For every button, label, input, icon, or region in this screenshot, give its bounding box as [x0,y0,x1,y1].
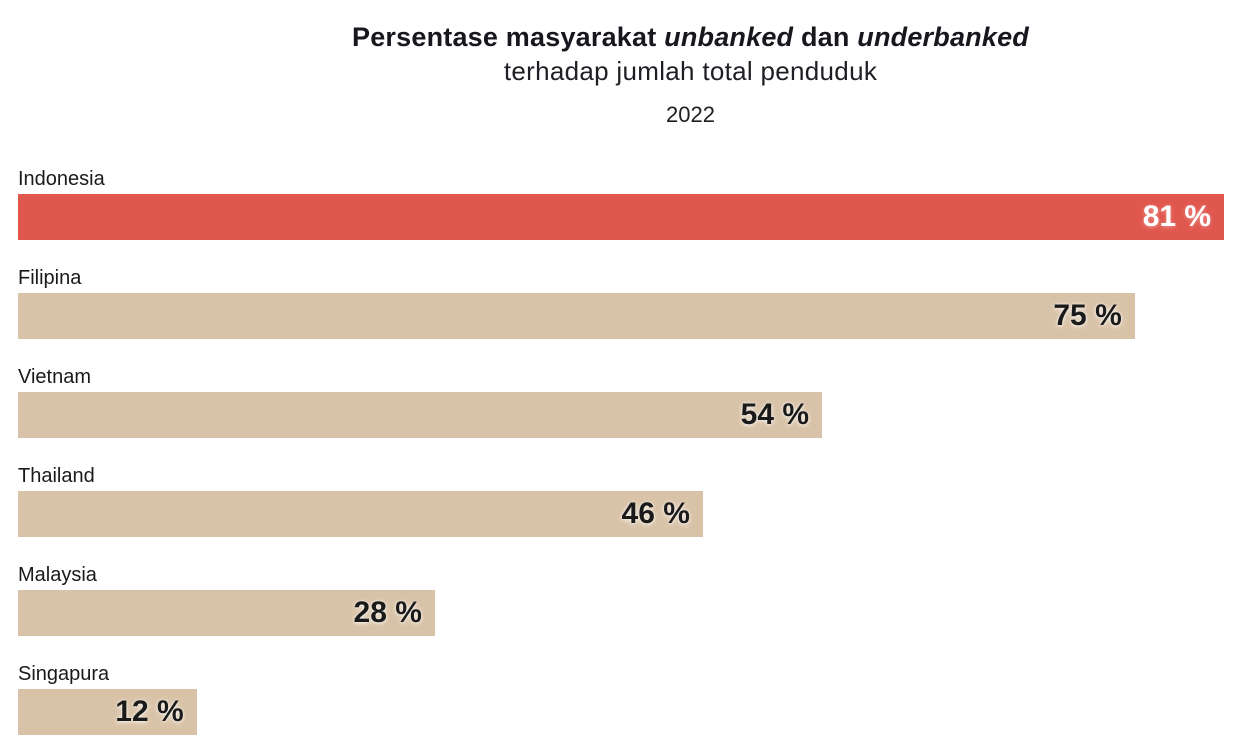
value-label: 28 % [353,596,422,629]
value-label: 12 % [115,695,184,728]
chart-row-malaysia: Malaysia 28 % [18,564,1251,636]
bar-vietnam[interactable]: 54 % [18,392,823,438]
chart-row-singapura: Singapura 12 % [18,663,1251,735]
category-label: Filipina [18,267,82,289]
title-italic-underbanked: underbanked [857,22,1029,52]
chart-header: Persentase masyarakat unbanked dan under… [0,0,1251,128]
category-label: Singapura [18,663,110,685]
bar-filipina[interactable]: 75 % [18,293,1135,339]
chart-title: Persentase masyarakat unbanked dan under… [130,20,1251,54]
bar-thailand[interactable]: 46 % [18,491,703,537]
bar-indonesia[interactable]: 81 % [18,194,1225,240]
bar-singapura[interactable]: 12 % [18,689,197,735]
title-italic-unbanked: unbanked [664,22,794,52]
bar-chart: Indonesia 81 % Filipina 75 % Vietnam 54 … [0,168,1251,735]
category-label: Thailand [18,465,95,487]
chart-row-thailand: Thailand 46 % [18,465,1251,537]
category-label: Malaysia [18,564,97,586]
chart-year-label: 2022 [666,102,715,127]
title-text-part1: Persentase masyarakat [352,22,665,52]
category-label: Vietnam [18,366,92,388]
value-label: 54 % [740,398,810,431]
bar-malaysia[interactable]: 28 % [18,590,435,636]
chart-subtitle: terhadap jumlah total penduduk [503,56,878,86]
category-label: Indonesia [18,168,105,190]
chart-row-indonesia: Indonesia 81 % [18,168,1251,240]
title-text-part2: dan [793,22,858,52]
value-label: 46 % [621,497,690,530]
chart-row-filipina: Filipina 75 % [18,267,1251,339]
value-label: 81 % [1142,200,1212,233]
value-label: 75 % [1053,299,1122,332]
chart-row-vietnam: Vietnam 54 % [18,366,1251,438]
